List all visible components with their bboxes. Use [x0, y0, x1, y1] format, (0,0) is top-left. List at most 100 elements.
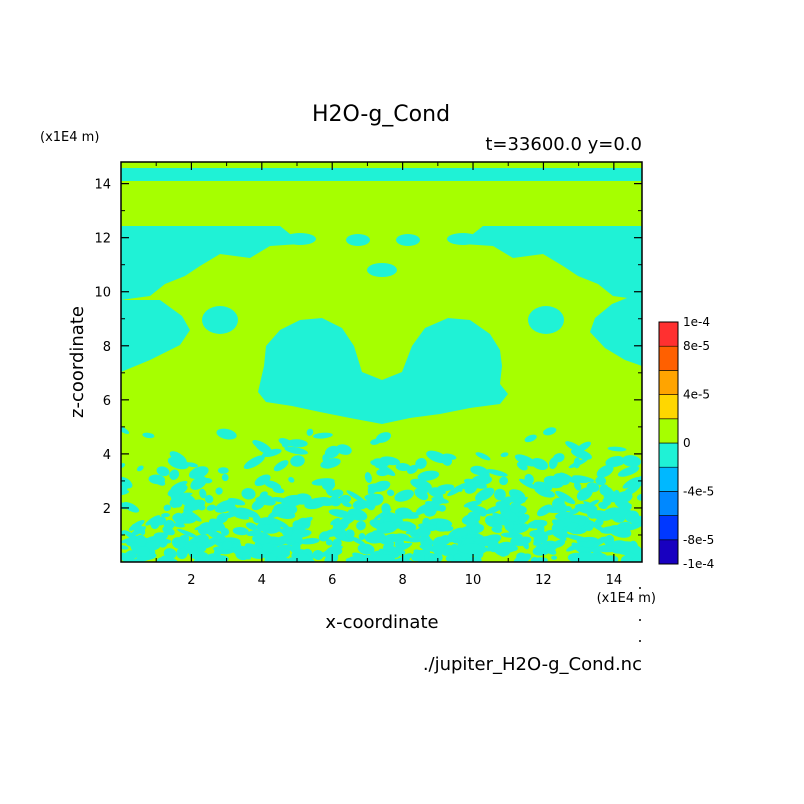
turbulence-blob	[364, 499, 372, 509]
turbulence-blob	[286, 439, 308, 448]
turbulence-blob	[475, 487, 495, 502]
turbulence-blob	[188, 466, 209, 479]
contour-region	[463, 226, 642, 300]
turbulence-blob	[376, 468, 390, 477]
turbulence-blob	[264, 553, 277, 562]
turbulence-blob	[290, 455, 305, 467]
turbulence-blob	[324, 555, 334, 562]
colorbar-swatch	[658, 370, 679, 395]
colorbar-tick-label: 0	[683, 436, 691, 450]
turbulence-blob	[153, 532, 168, 540]
turbulence-blob	[551, 555, 558, 560]
turbulence-blob	[574, 481, 582, 491]
turbulence-blob	[328, 509, 353, 518]
plot-area	[120, 161, 643, 563]
turbulence-blob	[530, 556, 539, 562]
turbulence-blob	[281, 526, 294, 537]
colorbar-tick-label: -1e-4	[683, 557, 714, 571]
contour-region	[284, 233, 316, 245]
turbulence-blob	[214, 499, 236, 513]
turbulence-blob	[494, 523, 503, 529]
marker-dot	[639, 640, 641, 642]
turbulence-blob	[555, 511, 571, 520]
turbulence-blob	[245, 522, 258, 531]
x-tick-label: 6	[328, 573, 336, 588]
colorbar-swatch	[658, 515, 679, 541]
contour-region	[396, 234, 420, 246]
turbulence-blob	[358, 533, 366, 540]
turbulence-blob	[346, 490, 366, 503]
turbulence-blob	[357, 543, 375, 555]
turbulence-blob	[313, 432, 333, 439]
turbulence-blob	[552, 497, 565, 510]
turbulence-blob	[273, 460, 289, 472]
turbulence-blob	[531, 458, 549, 470]
turbulence-blob	[163, 504, 171, 512]
turbulence-blob	[583, 501, 598, 510]
turbulence-blob	[527, 519, 548, 529]
turbulence-blob	[518, 478, 537, 490]
turbulence-blob	[498, 548, 509, 557]
turbulence-blob	[515, 490, 523, 496]
turbulence-blob	[121, 545, 129, 550]
turbulence-blob	[216, 428, 237, 440]
contour-region	[121, 300, 190, 372]
colorbar-swatch	[658, 491, 679, 516]
turbulence-blob	[281, 548, 291, 558]
chart-subtitle: t=33600.0 y=0.0	[485, 134, 642, 155]
colorbar-swatch	[658, 418, 679, 444]
turbulence-blob	[356, 520, 366, 531]
turbulence-blob	[135, 534, 147, 547]
turbulence-blob	[486, 469, 508, 477]
turbulence-blob	[442, 453, 457, 460]
turbulence-blob	[535, 531, 549, 544]
y-tick-label: 14	[94, 178, 111, 193]
turbulence-blob	[596, 464, 614, 478]
turbulence-blob	[533, 481, 546, 492]
turbulence-blob	[573, 457, 581, 469]
turbulence-blob	[350, 536, 366, 546]
turbulence-blob	[177, 528, 199, 539]
turbulence-blob	[217, 467, 229, 474]
turbulence-blob	[551, 520, 565, 533]
chart-title: H2O-g_Cond	[312, 102, 450, 127]
turbulence-blob	[367, 486, 376, 495]
turbulence-blob	[262, 448, 282, 457]
turbulence-blob	[325, 539, 333, 546]
x-tick-label: 12	[535, 573, 552, 588]
turbulence-blob	[445, 554, 454, 562]
turbulence-blob	[201, 537, 219, 549]
turbulence-blob	[188, 550, 203, 560]
turbulence-blob	[357, 556, 376, 562]
turbulence-blob	[576, 487, 593, 501]
contour-region	[346, 234, 370, 246]
turbulence-blob	[364, 531, 386, 544]
x-axis: 2 4 6 8 10 12 14	[155, 162, 622, 588]
turbulence-blob	[300, 537, 320, 545]
y-unit-label: (x1E4 m)	[40, 130, 99, 145]
turbulence-blob	[394, 533, 410, 541]
colorbar-swatch	[658, 345, 679, 371]
turbulence-blob	[271, 507, 296, 520]
turbulence-blob	[621, 455, 642, 467]
turbulence-blob	[123, 550, 136, 562]
x-tick-label: 8	[398, 573, 406, 588]
turbulence-blob	[622, 483, 642, 497]
turbulence-blob	[500, 452, 509, 458]
turbulence-blob	[479, 510, 487, 517]
plot-frame	[120, 161, 643, 563]
turbulence-blob	[410, 478, 432, 491]
turbulence-blob	[466, 517, 478, 527]
turbulence-blob	[413, 549, 422, 556]
turbulence-blob	[370, 460, 379, 466]
turbulence-blob	[288, 476, 295, 483]
turbulence-blob	[370, 493, 384, 506]
colorbar-swatch	[658, 442, 679, 468]
turbulence-blob	[558, 529, 568, 538]
turbulence-blob	[508, 513, 530, 527]
turbulence-blob	[204, 494, 214, 504]
turbulence-blob	[395, 462, 411, 472]
colorbar-tick-label: 1e-4	[683, 315, 710, 329]
turbulence-blob	[243, 455, 265, 469]
